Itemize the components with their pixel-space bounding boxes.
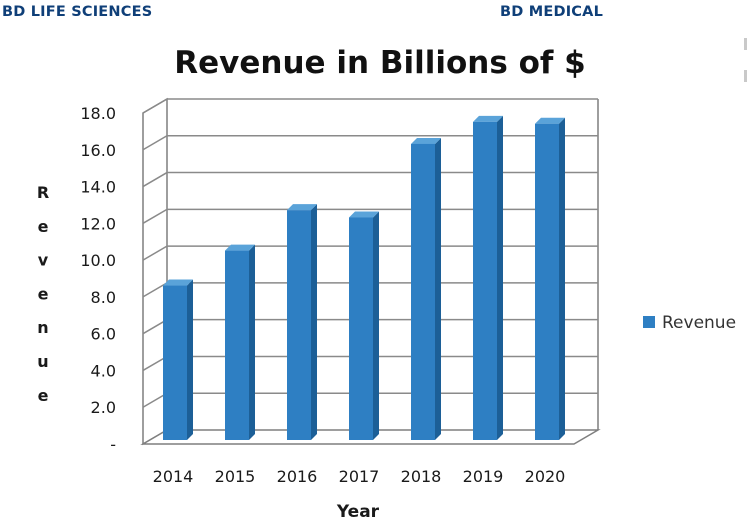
bar xyxy=(535,117,565,440)
y-axis-label-char: v xyxy=(38,251,49,270)
y-axis-label-char: n xyxy=(37,318,48,337)
bar-front xyxy=(287,210,311,440)
x-axis-ticks: 2014 2015 2016 2017 2018 2019 2020 xyxy=(153,467,566,486)
gridline xyxy=(142,98,598,114)
legend-label: Revenue xyxy=(662,313,736,333)
x-tick-label: 2014 xyxy=(153,467,194,486)
legend-swatch xyxy=(643,316,655,328)
bar-side xyxy=(373,211,379,440)
y-axis-ticks: - 2.0 4.0 6.0 8.0 10.0 12.0 14.0 16.0 18.0 xyxy=(80,104,116,454)
x-tick-label: 2020 xyxy=(525,467,566,486)
y-tick-label: 6.0 xyxy=(91,325,116,344)
y-tick-label: 18.0 xyxy=(80,104,116,123)
bar-front xyxy=(163,285,187,440)
edge-marker xyxy=(744,70,747,82)
bar-top xyxy=(225,244,255,251)
y-tick-label: 4.0 xyxy=(91,361,116,380)
bar-side xyxy=(187,279,193,440)
gridline xyxy=(142,135,598,151)
right-header-label: BD MEDICAL xyxy=(500,4,604,20)
y-tick-label: 16.0 xyxy=(80,141,116,160)
bar-top xyxy=(163,279,193,286)
bar xyxy=(225,244,255,440)
y-axis-label: Revenue xyxy=(37,183,49,405)
bar xyxy=(411,137,441,440)
x-axis-label: Year xyxy=(336,502,380,522)
y-axis-label-char: R xyxy=(37,183,49,202)
y-tick-label: 2.0 xyxy=(91,398,116,417)
bar-side xyxy=(497,115,503,440)
bar-side xyxy=(435,137,441,440)
chart-legend: Revenue xyxy=(643,313,736,333)
y-tick-label: 8.0 xyxy=(91,288,116,307)
edge-marker xyxy=(744,38,747,50)
chart-bars xyxy=(163,115,565,440)
x-tick-label: 2019 xyxy=(463,467,504,486)
y-tick-label: 12.0 xyxy=(80,214,116,233)
bar-top xyxy=(287,204,317,211)
bar xyxy=(473,115,503,440)
bar xyxy=(349,211,379,440)
gridline xyxy=(142,245,598,261)
bar-top xyxy=(473,115,503,122)
bar-front xyxy=(411,143,435,440)
left-header-label: BD LIFE SCIENCES xyxy=(2,4,153,20)
x-tick-label: 2018 xyxy=(401,467,442,486)
y-tick-label: - xyxy=(110,435,116,454)
y-axis-label-char: e xyxy=(38,217,49,236)
bar-top xyxy=(535,117,565,124)
bar-front xyxy=(473,121,497,440)
bar-top xyxy=(411,137,441,144)
y-axis-label-char: e xyxy=(38,284,49,303)
bar-side xyxy=(249,244,255,440)
y-tick-label: 10.0 xyxy=(80,251,116,270)
chart-title: Revenue in Billions of $ xyxy=(174,45,585,81)
bar-front xyxy=(225,250,249,440)
x-tick-label: 2016 xyxy=(277,467,318,486)
y-axis-label-char: e xyxy=(38,386,49,405)
bar-front xyxy=(535,123,559,440)
gridline xyxy=(142,171,598,188)
bar-front xyxy=(349,217,373,440)
bar xyxy=(287,204,317,440)
bar-side xyxy=(559,117,565,440)
bar xyxy=(163,279,193,440)
y-tick-label: 14.0 xyxy=(80,178,116,197)
x-tick-label: 2017 xyxy=(339,467,380,486)
y-axis-label-char: u xyxy=(37,352,48,371)
gridline xyxy=(142,208,598,224)
x-tick-label: 2015 xyxy=(215,467,256,486)
bar-side xyxy=(311,204,317,440)
bar-top xyxy=(349,211,379,218)
